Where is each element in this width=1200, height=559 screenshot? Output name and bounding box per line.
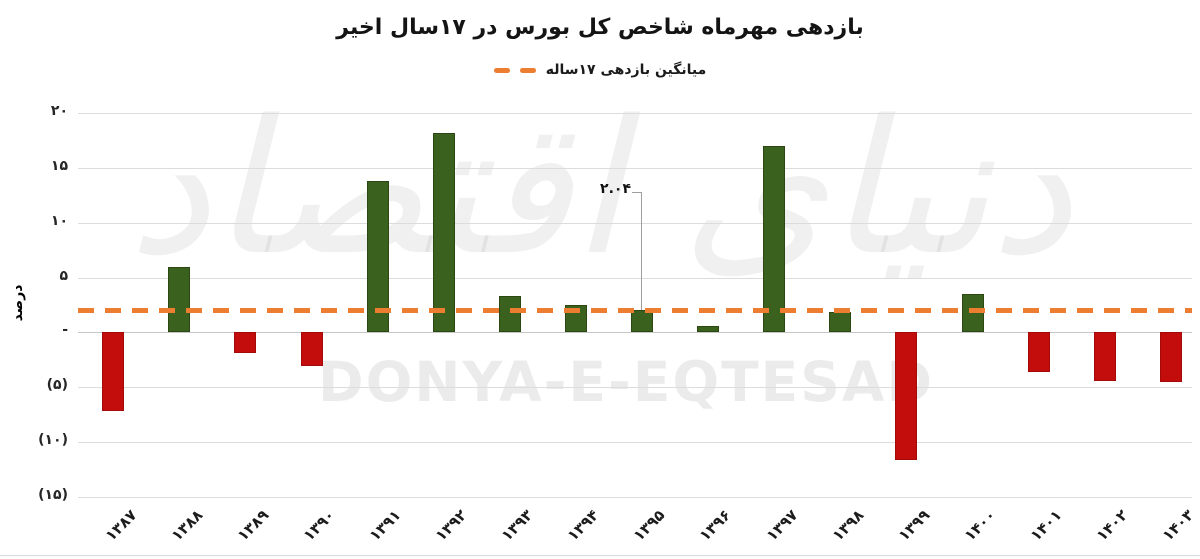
x-label-1401: ۱۴۰۱ <box>1026 506 1066 545</box>
bar-1402 <box>1093 332 1116 381</box>
bar-1397 <box>763 145 786 333</box>
y-tick-10: ۱۰ <box>50 212 68 229</box>
bar-1400 <box>961 294 984 333</box>
x-label-1391: ۱۳۹۱ <box>365 506 405 545</box>
bar-1401 <box>1027 332 1050 372</box>
bar-1388 <box>168 266 191 333</box>
bar-1392 <box>432 132 455 333</box>
y-tick--10: (۱۰) <box>38 432 68 449</box>
bar-1389 <box>234 332 257 354</box>
bar-1390 <box>300 332 323 367</box>
bar-1391 <box>366 181 389 333</box>
average-annotation-label: ۲.۰۴ <box>600 181 631 197</box>
y-tick--15: (۱۵) <box>38 486 68 503</box>
x-label-1402: ۱۴۰۲ <box>1092 506 1132 545</box>
y-tick-20: ۲۰ <box>50 102 68 119</box>
gridline--15 <box>78 496 1192 498</box>
annotation-connector-vertical <box>641 192 642 311</box>
y-tick-15: ۱۵ <box>50 157 68 174</box>
bar-1395 <box>631 310 653 333</box>
y-tick-5: ۵ <box>59 267 68 284</box>
watermark-latin: DONYA-E-EQTESAD <box>318 350 935 414</box>
x-label-1387: ۱۳۸۷ <box>101 506 140 545</box>
gridline--5 <box>78 387 1192 389</box>
x-label-1395: ۱۳۹۵ <box>630 506 669 545</box>
x-label-1397: ۱۳۹۷ <box>762 506 801 545</box>
bar-1403 <box>1159 332 1182 382</box>
legend-dash-icon <box>493 67 510 73</box>
bar-1387 <box>102 332 125 412</box>
chart-bottom-border <box>0 555 1200 556</box>
y-axis-title: درصد <box>10 284 26 322</box>
gridline-10 <box>78 222 1192 224</box>
x-label-1400: ۱۴۰۰ <box>960 506 1000 545</box>
chart-title: بازدهی مهرماه شاخص کل بورس در ۱۷سال اخیر <box>336 15 864 40</box>
average-dashed-line <box>78 307 1192 313</box>
legend: میانگین بازدهی ۱۷ساله <box>0 62 1200 78</box>
gridline-20 <box>78 112 1192 114</box>
annotation-connector-horizontal <box>632 192 642 193</box>
gridline-5 <box>78 277 1192 279</box>
legend-dash-icon <box>519 67 536 73</box>
y-tick--5: (۵) <box>46 377 68 394</box>
x-label-1403: ۱۴۰۳ <box>1158 506 1198 545</box>
x-label-1394: ۱۳۹۴ <box>564 506 603 545</box>
x-label-1396: ۱۳۹۶ <box>696 506 735 545</box>
x-label-1398: ۱۳۹۸ <box>828 506 868 545</box>
x-label-1390: ۱۳۹۰ <box>299 506 339 545</box>
gridline--10 <box>78 442 1192 444</box>
y-tick-0: - <box>62 322 68 339</box>
gridline-0 <box>78 332 1192 334</box>
legend-label: میانگین بازدهی ۱۷ساله <box>545 62 707 78</box>
x-label-1389: ۱۳۸۹ <box>233 506 273 545</box>
x-label-1393: ۱۳۹۳ <box>497 506 537 545</box>
x-label-1399: ۱۳۹۹ <box>894 506 934 545</box>
bar-1398 <box>829 311 852 333</box>
x-label-1392: ۱۳۹۲ <box>431 506 471 545</box>
gridline-15 <box>78 167 1192 169</box>
bar-1393 <box>498 296 521 333</box>
bar-1396 <box>697 325 720 333</box>
bar-1399 <box>895 332 918 460</box>
x-label-1388: ۱۳۸۸ <box>167 506 207 545</box>
